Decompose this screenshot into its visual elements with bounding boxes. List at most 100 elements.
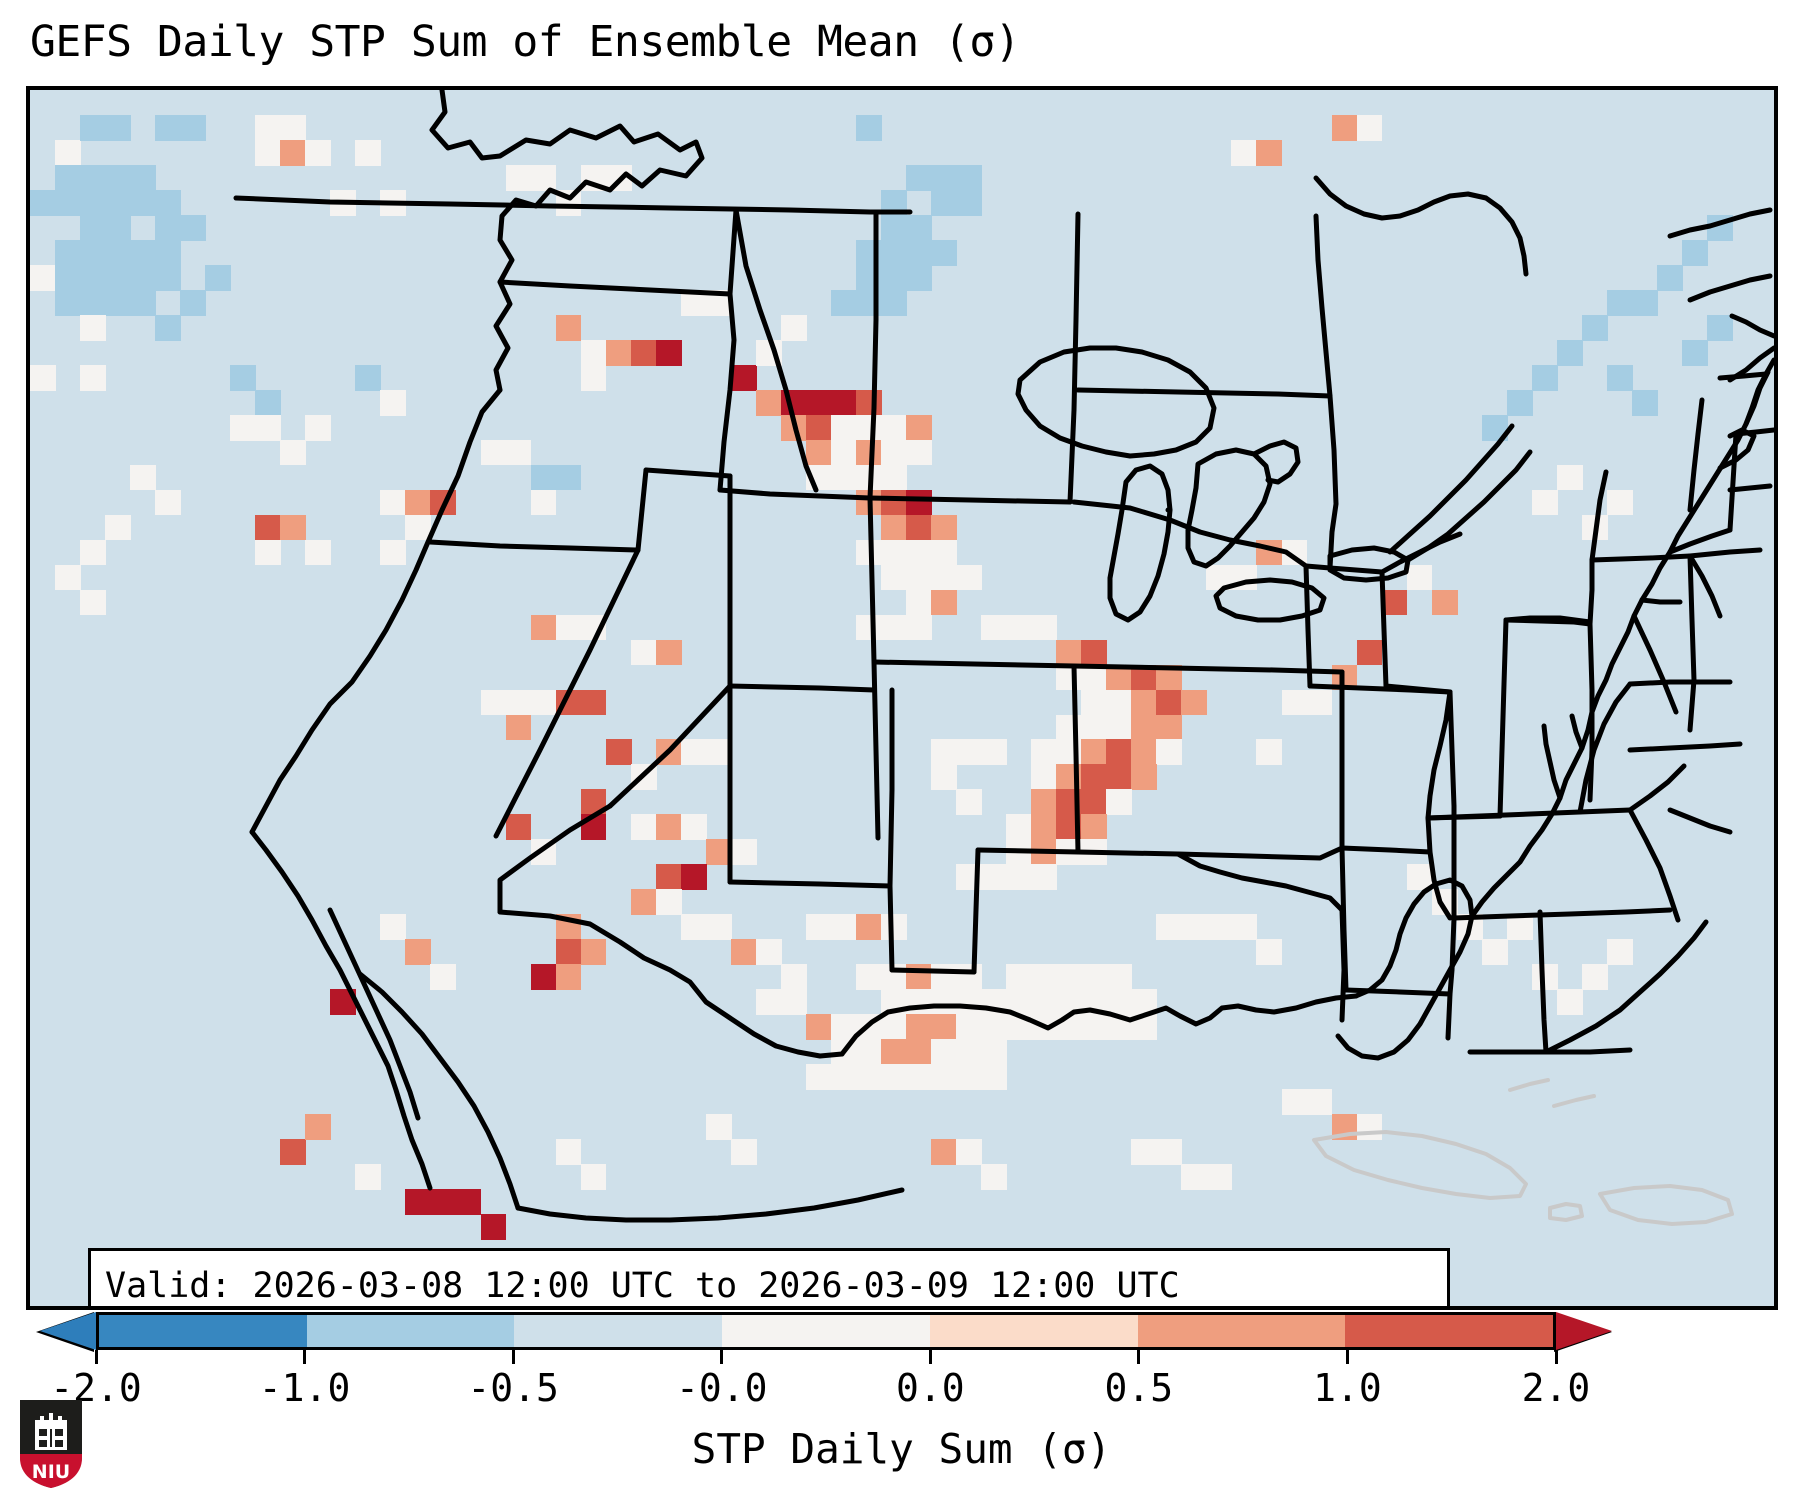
heatmap-cell <box>805 1064 832 1090</box>
heatmap-cell <box>1081 714 1108 741</box>
heatmap-cell <box>780 964 807 991</box>
heatmap-cell <box>280 139 307 166</box>
colorbar-tick-label-5: 0.5 <box>1104 1366 1174 1410</box>
heatmap-cell <box>705 739 732 766</box>
heatmap-cell <box>855 414 882 441</box>
heatmap-cell <box>1656 264 1683 291</box>
heatmap-cell <box>80 164 106 191</box>
map-axes[interactable]: Valid: 2026-03-08 12:00 UTC to 2026-03-0… <box>26 86 1778 1310</box>
heatmap-cell <box>1581 964 1608 991</box>
heatmap-cell <box>1106 739 1133 766</box>
heatmap-cell <box>881 264 907 291</box>
heatmap-cell <box>655 639 682 666</box>
heatmap-cell <box>80 239 106 266</box>
heatmap-cell <box>105 114 131 141</box>
heatmap-cell <box>1556 464 1583 491</box>
heatmap-cell <box>931 1039 957 1065</box>
heatmap-cell <box>830 464 857 491</box>
heatmap-cell <box>1031 764 1058 791</box>
heatmap-cell <box>805 414 832 441</box>
heatmap-cell <box>1281 689 1308 716</box>
heatmap-cell <box>405 939 432 966</box>
heatmap-cell <box>30 189 56 216</box>
heatmap-cell <box>906 164 932 191</box>
heatmap-cell <box>380 389 407 416</box>
heatmap-cell <box>230 364 257 391</box>
heatmap-cell <box>530 964 557 991</box>
heatmap-cell <box>80 114 106 141</box>
heatmap-cell <box>1081 689 1108 716</box>
heatmap-cell <box>405 489 432 516</box>
colorbar-tick-label-7: 2.0 <box>1521 1366 1591 1410</box>
heatmap-cell <box>305 414 332 441</box>
heatmap-cell <box>155 189 181 216</box>
heatmap-cell <box>830 289 857 316</box>
heatmap-cell <box>655 339 682 366</box>
heatmap-cell <box>855 389 882 416</box>
heatmap-cell <box>430 1189 457 1215</box>
heatmap-cell <box>1431 589 1458 616</box>
heatmap-cell <box>956 164 982 191</box>
heatmap-cell <box>180 214 206 241</box>
heatmap-cell <box>1606 489 1633 516</box>
heatmap-cell <box>931 1014 957 1041</box>
heatmap-cell <box>931 1139 957 1165</box>
heatmap-cell <box>1181 914 1208 941</box>
heatmap-cell <box>1256 739 1283 766</box>
heatmap-cell <box>906 589 932 616</box>
heatmap-cell <box>830 914 857 941</box>
heatmap-cell <box>55 239 81 266</box>
heatmap-cell <box>1606 364 1633 391</box>
heatmap-cell <box>1506 389 1533 416</box>
heatmap-cell <box>680 739 707 766</box>
colorbar-gradient[interactable] <box>96 1312 1556 1350</box>
colorbar-tick-5 <box>1137 1350 1141 1364</box>
colorbar-tick-1 <box>303 1350 307 1364</box>
heatmap-cell <box>55 264 81 291</box>
heatmap-cell <box>55 564 81 591</box>
heatmap-cell <box>1231 914 1258 941</box>
heatmap-cell <box>830 1014 857 1041</box>
heatmap-cell <box>1256 139 1283 166</box>
heatmap-cell <box>105 214 131 241</box>
heatmap-cell <box>55 289 81 316</box>
heatmap-cell <box>255 539 282 566</box>
heatmap-cell <box>130 189 156 216</box>
heatmap-cell <box>180 114 206 141</box>
heatmap-cell <box>956 564 982 591</box>
heatmap-cell <box>305 1114 332 1140</box>
heatmap-cell <box>530 489 557 516</box>
heatmap-cell <box>530 689 557 716</box>
heatmap-cell <box>1106 989 1133 1016</box>
heatmap-cell <box>730 939 757 966</box>
heatmap-cell <box>881 489 907 516</box>
heatmap-cell <box>730 839 757 866</box>
heatmap-cell <box>80 264 106 291</box>
heatmap-cell <box>1031 614 1058 641</box>
colorbar[interactable]: -2.0 -1.0 -0.5 -0.0 0.0 0.5 1.0 2.0 <box>0 1310 1803 1410</box>
heatmap-cell <box>1131 689 1158 716</box>
heatmap-cell <box>105 239 131 266</box>
heatmap-cell <box>1106 689 1133 716</box>
heatmap-cell <box>1181 1164 1208 1190</box>
colorbar-segment-1 <box>306 1315 515 1347</box>
heatmap-cell <box>80 539 106 566</box>
heatmap-cell <box>630 889 657 916</box>
heatmap-cell <box>1306 1089 1333 1115</box>
heatmap-cell <box>1131 739 1158 766</box>
heatmap-cell <box>80 214 106 241</box>
heatmap-cell <box>1106 789 1133 816</box>
heatmap-cell <box>155 239 181 266</box>
heatmap-cell <box>580 939 607 966</box>
heatmap-cell <box>1581 314 1608 341</box>
heatmap-cell <box>931 189 957 216</box>
heatmap-cell <box>906 614 932 641</box>
heatmap-cell <box>1006 814 1032 841</box>
heatmap-cell <box>55 139 81 166</box>
heatmap-cell <box>1481 939 1508 966</box>
colorbar-tick-0 <box>94 1350 98 1364</box>
colorbar-over-arrow <box>1556 1312 1612 1350</box>
heatmap-cell <box>305 139 332 166</box>
heatmap-cell <box>555 464 582 491</box>
